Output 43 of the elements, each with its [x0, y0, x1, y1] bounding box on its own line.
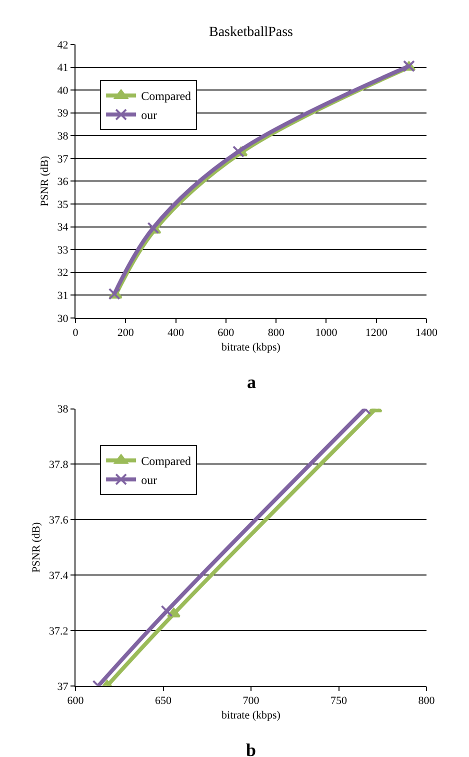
y-tick-label: 38: [57, 404, 69, 416]
text: a: [247, 372, 256, 392]
legend-label: our: [141, 473, 158, 487]
y-tick-label: 38: [57, 130, 69, 142]
y-tick-label: 40: [57, 84, 69, 97]
x-tick-label: 1400: [416, 327, 438, 340]
x-tick-label: 600: [67, 695, 84, 708]
x-tick-label: 800: [418, 695, 436, 708]
y-tick-label: 41: [57, 62, 68, 74]
x-tick-label: 750: [330, 695, 348, 708]
y-tick-label: 35: [57, 198, 69, 211]
x-tick-label: 600: [218, 327, 235, 340]
y-tick-label: 33: [57, 244, 69, 256]
legend-label: Compared: [141, 454, 192, 468]
legend-label: Compared: [141, 89, 192, 104]
y-tick-label: 37.8: [49, 459, 69, 472]
y-tick-label: 31: [57, 290, 68, 302]
x-tick-label: 800: [268, 327, 285, 340]
text: b: [246, 740, 256, 757]
y-tick-label: 32: [57, 267, 68, 280]
x-tick-label: 700: [242, 695, 260, 708]
x-tick-label: 200: [117, 327, 134, 340]
x-tick-label: 650: [155, 695, 172, 708]
y-axis-title: PSNR (dB): [38, 156, 51, 206]
x-tick-label: 1200: [365, 327, 388, 340]
y-tick-label: 37: [57, 680, 69, 693]
y-tick-label: 30: [57, 312, 69, 325]
y-tick-label: 37.4: [49, 570, 69, 582]
y-tick-label: 37.2: [49, 625, 68, 638]
x-tick-label: 1000: [315, 327, 338, 340]
y-tick-label: 37: [57, 153, 69, 166]
x-tick-label: 400: [168, 327, 185, 340]
y-tick-label: 34: [57, 222, 69, 234]
x-axis-title: bitrate (kbps): [222, 341, 281, 354]
x-axis-title: bitrate (kbps): [222, 709, 281, 722]
y-tick-label: 37.6: [49, 514, 69, 526]
x-tick-label: 0: [72, 327, 79, 340]
y-tick-label: 36: [57, 176, 69, 188]
chart-title: BasketballPass: [209, 25, 293, 40]
y-axis-title: PSNR (dB): [30, 522, 43, 573]
y-tick-label: 42: [57, 39, 68, 52]
y-tick-label: 39: [57, 108, 69, 120]
legend-label: our: [141, 108, 158, 122]
